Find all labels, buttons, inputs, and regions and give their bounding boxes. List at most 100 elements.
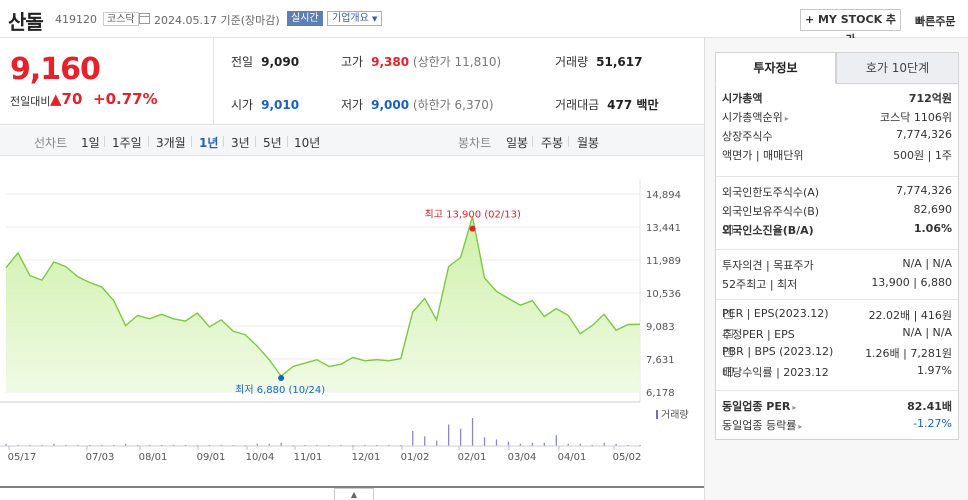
volume-bar xyxy=(579,443,581,446)
volume-bar xyxy=(268,443,270,446)
volume-bar xyxy=(113,444,115,446)
info-row-label: 상장주식수 xyxy=(722,130,773,143)
volume-bar xyxy=(160,444,163,446)
volume-bar xyxy=(483,437,486,446)
tab-weekly[interactable]: 주봉 xyxy=(541,136,564,150)
min-point-marker xyxy=(278,375,285,382)
collapse-chart-button[interactable]: ▲ xyxy=(334,488,374,500)
info-row-label: PER | EPS(2023.12) xyxy=(722,307,829,320)
low-label: 저가 xyxy=(341,98,364,112)
volume-bar xyxy=(136,444,139,446)
date-value: 2024.05.17 xyxy=(154,14,217,27)
volume-bar xyxy=(400,444,402,446)
quick-order-button[interactable]: 빠른주문 xyxy=(915,15,956,28)
info-row-label: 시가총액 xyxy=(722,92,763,105)
x-tick-label: 11/01 xyxy=(294,452,323,463)
tab-daily[interactable]: 일봉 xyxy=(506,136,529,150)
tab-10year[interactable]: 10년 xyxy=(294,136,321,150)
trade-amount: 거래대금 477 백만 xyxy=(555,96,658,113)
volume-bar xyxy=(340,444,342,446)
help-icon[interactable]: ? xyxy=(724,225,733,234)
x-tick-label: 05/17 xyxy=(8,452,37,463)
y-tick-label: 10,536 xyxy=(646,289,681,300)
company-overview-button[interactable]: 기업개요 ▼ xyxy=(327,11,383,26)
volume-bar xyxy=(292,444,294,446)
volume-label: 거래량 xyxy=(555,55,589,69)
volume-bar xyxy=(220,444,223,446)
open-label: 시가 xyxy=(231,98,254,112)
tab-monthly[interactable]: 월봉 xyxy=(577,136,600,150)
tab-separator xyxy=(223,136,224,147)
y-tick-label: 6,178 xyxy=(646,388,675,399)
section-divider xyxy=(716,390,958,391)
info-row: PBR | BPS (2023.12)? 1.26배 | 7,281원 xyxy=(722,345,952,362)
volume-bar xyxy=(424,436,426,446)
info-row: 시가총액 712억원 xyxy=(722,90,952,107)
info-row-value: N/A | N/A xyxy=(902,326,952,339)
price-line xyxy=(5,216,641,378)
y-tick-label: 13,441 xyxy=(646,223,681,234)
y-tick-label: 7,631 xyxy=(646,355,675,366)
volume-bar xyxy=(352,444,354,446)
tab-3year[interactable]: 3년 xyxy=(231,136,250,150)
tab-1year[interactable]: 1년 xyxy=(199,136,219,150)
info-row: 상장주식수 7,774,326 xyxy=(722,128,952,145)
tab-1day[interactable]: 1일 xyxy=(81,136,100,150)
info-row-value: 1.06% xyxy=(913,222,952,235)
add-mystock-button[interactable]: + MY STOCK 추가 xyxy=(800,9,901,46)
tab-1week[interactable]: 1주일 xyxy=(112,136,142,150)
volume-bar xyxy=(17,444,19,446)
volume-bar xyxy=(436,440,438,446)
open-price: 시가 9,010 xyxy=(231,96,299,113)
info-row: 동일업종 PER ▸ 82.41배 xyxy=(722,398,952,415)
tab-3month[interactable]: 3개월 xyxy=(156,136,186,150)
info-tabs: 투자정보 호가 10단계 xyxy=(715,52,959,84)
info-row-label: 배당수익률 | 2023.12 xyxy=(722,366,829,379)
line-chart-group-label: 선차트 xyxy=(34,136,68,150)
price-chart[interactable]: 14,894 13,441 11,989 10,536 9,083 7,631 6,178 최… xyxy=(0,156,704,500)
invest-info-panel: 투자정보 호가 10단계 시가총액 712억원 시가총액순위 ▸ 코스닥 1106위 상장… xyxy=(704,38,968,500)
volume-bar xyxy=(448,424,450,446)
volume-bar xyxy=(280,442,282,446)
volume-bar xyxy=(471,418,474,446)
volume-bar xyxy=(172,444,175,446)
volume-bar xyxy=(603,442,605,446)
info-row-label: 투자의견 | 목표주가 xyxy=(722,259,814,272)
tab-invest-info[interactable]: 투자정보 xyxy=(715,52,836,84)
volume-bar xyxy=(41,444,43,446)
info-row: 액면가 | 매매단위 500원 | 1주 xyxy=(722,147,952,164)
chart-period-tabs: 선차트 1일 1주일 3개월 1년 3년 5년 10년 봉차트 일봉 주봉 월봉 xyxy=(0,126,704,156)
volume-bar xyxy=(5,443,7,446)
change-value: ▲70 xyxy=(50,90,83,108)
volume-bar xyxy=(244,444,246,446)
help-icon[interactable]: ? xyxy=(724,348,733,357)
x-tick-label: 09/01 xyxy=(197,452,226,463)
tab-order-book[interactable]: 호가 10단계 xyxy=(836,52,959,84)
prev-close: 전일 9,090 xyxy=(231,53,299,70)
info-row-label: 시가총액순위 ▸ xyxy=(722,111,789,124)
chevron-down-icon: ▼ xyxy=(372,15,378,23)
x-tick-label: 04/01 xyxy=(558,452,587,463)
info-row-value: 1.97% xyxy=(917,364,952,377)
x-tick-label: 05/02 xyxy=(613,452,642,463)
tab-separator xyxy=(255,136,256,147)
stock-name: 산돌 xyxy=(8,10,44,34)
tab-5year[interactable]: 5년 xyxy=(263,136,282,150)
calendar-icon xyxy=(139,13,150,24)
section-divider xyxy=(716,176,958,177)
realtime-button[interactable]: 실시간 xyxy=(287,11,323,26)
arrow-right-icon[interactable]: ▸ xyxy=(784,114,789,123)
amount-value: 477 백만 xyxy=(607,98,659,112)
help-icon[interactable]: ? xyxy=(724,310,733,319)
tab-separator xyxy=(191,136,192,147)
current-price: 9,160 xyxy=(10,52,101,87)
volume-bar xyxy=(316,444,318,446)
help-icon[interactable]: ? xyxy=(724,367,733,376)
volume-bar xyxy=(101,444,103,446)
low-value: 9,000 xyxy=(371,98,410,112)
open-value: 9,010 xyxy=(261,98,300,112)
x-tick-label: 01/02 xyxy=(401,452,430,463)
arrow-right-icon[interactable]: ▸ xyxy=(798,422,803,431)
help-icon[interactable]: ? xyxy=(724,329,733,338)
arrow-right-icon[interactable]: ▸ xyxy=(792,403,797,412)
